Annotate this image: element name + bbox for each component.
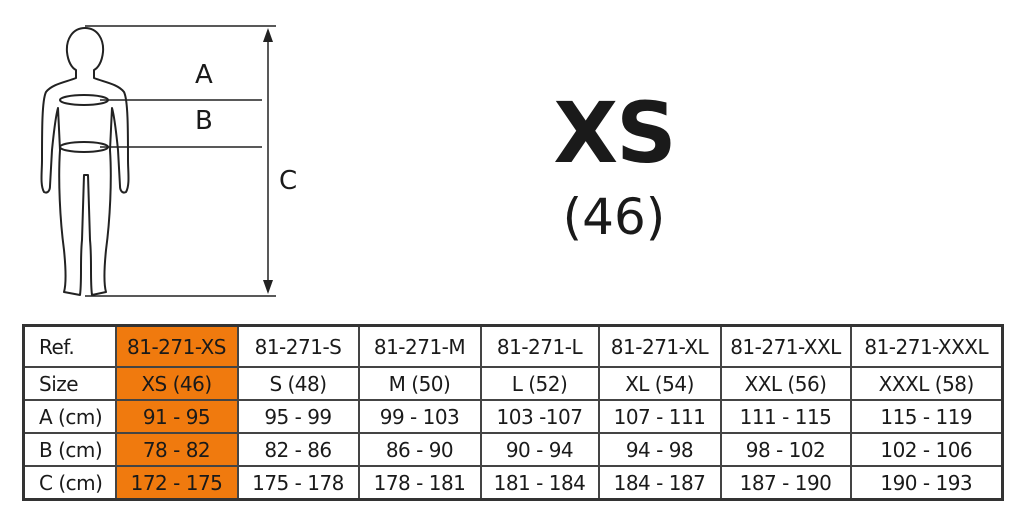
table-cell-selected: 78 - 82 — [114, 432, 239, 467]
table-cell: 90 - 94 — [479, 432, 600, 467]
table-cell: XXXL (58) — [849, 366, 1004, 401]
table-row: Ref. 81-271-XS 81-271-S 81-271-M 81-271-L 81-… — [22, 324, 1004, 368]
row-header: C (cm) — [22, 465, 117, 501]
size-table: Ref. 81-271-XS 81-271-S 81-271-M 81-271-L 81-… — [22, 324, 1004, 501]
table-cell: M (50) — [357, 366, 482, 401]
table-cell: S (48) — [236, 366, 360, 401]
table-cell: 86 - 90 — [357, 432, 482, 467]
table-cell: 81-271-M — [357, 324, 482, 368]
arrow-up-icon — [263, 28, 273, 42]
table-cell: 81-271-XXXL — [849, 324, 1004, 368]
arrow-down-icon — [263, 280, 273, 294]
table-cell: XXL (56) — [719, 366, 852, 401]
body-measurement-figure — [40, 25, 276, 297]
label-b: B — [195, 106, 213, 136]
table-cell: 94 - 98 — [597, 432, 722, 467]
row-header: Size — [22, 366, 117, 401]
table-cell: 175 - 178 — [236, 465, 360, 501]
table-cell: 102 - 106 — [849, 432, 1004, 467]
table-cell: L (52) — [479, 366, 600, 401]
table-cell: 99 - 103 — [357, 399, 482, 434]
table-cell: 190 - 193 — [849, 465, 1004, 501]
label-c: C — [279, 166, 298, 196]
table-cell: 115 - 119 — [849, 399, 1004, 434]
table-cell: 178 - 181 — [357, 465, 482, 501]
table-cell: 81-271-S — [236, 324, 360, 368]
table-cell-selected: XS (46) — [114, 366, 239, 401]
row-header: Ref. — [22, 324, 117, 368]
table-cell: 111 - 115 — [719, 399, 852, 434]
label-a: A — [195, 60, 213, 90]
table-cell: 187 - 190 — [719, 465, 852, 501]
selected-size: XS — [553, 84, 676, 182]
table-row: B (cm) 78 - 82 82 - 86 86 - 90 90 - 94 94 - 9… — [22, 432, 1004, 467]
table-cell-selected: 91 - 95 — [114, 399, 239, 434]
table-row: Size XS (46) S (48) M (50) L (52) XL (54) XXL … — [22, 366, 1004, 401]
table-cell-selected: 172 - 175 — [114, 465, 239, 501]
table-cell: 81-271-L — [479, 324, 600, 368]
table-row: A (cm) 91 - 95 95 - 99 99 - 103 103 -107 107 … — [22, 399, 1004, 434]
table-cell-selected: 81-271-XS — [114, 324, 239, 368]
table-cell: 95 - 99 — [236, 399, 360, 434]
human-silhouette — [40, 27, 130, 296]
table-cell: 98 - 102 — [719, 432, 852, 467]
table-row: C (cm) 172 - 175 175 - 178 178 - 181 181 - 1… — [22, 465, 1004, 501]
table-cell: 103 -107 — [479, 399, 600, 434]
row-header: B (cm) — [22, 432, 117, 467]
row-header: A (cm) — [22, 399, 117, 434]
table-cell: 107 - 111 — [597, 399, 722, 434]
table-cell: XL (54) — [597, 366, 722, 401]
table-cell: 181 - 184 — [479, 465, 600, 501]
table-cell: 184 - 187 — [597, 465, 722, 501]
selected-size-number: (46) — [562, 188, 666, 246]
table-cell: 81-271-XL — [597, 324, 722, 368]
table-cell: 81-271-XXL — [719, 324, 852, 368]
table-cell: 82 - 86 — [236, 432, 360, 467]
